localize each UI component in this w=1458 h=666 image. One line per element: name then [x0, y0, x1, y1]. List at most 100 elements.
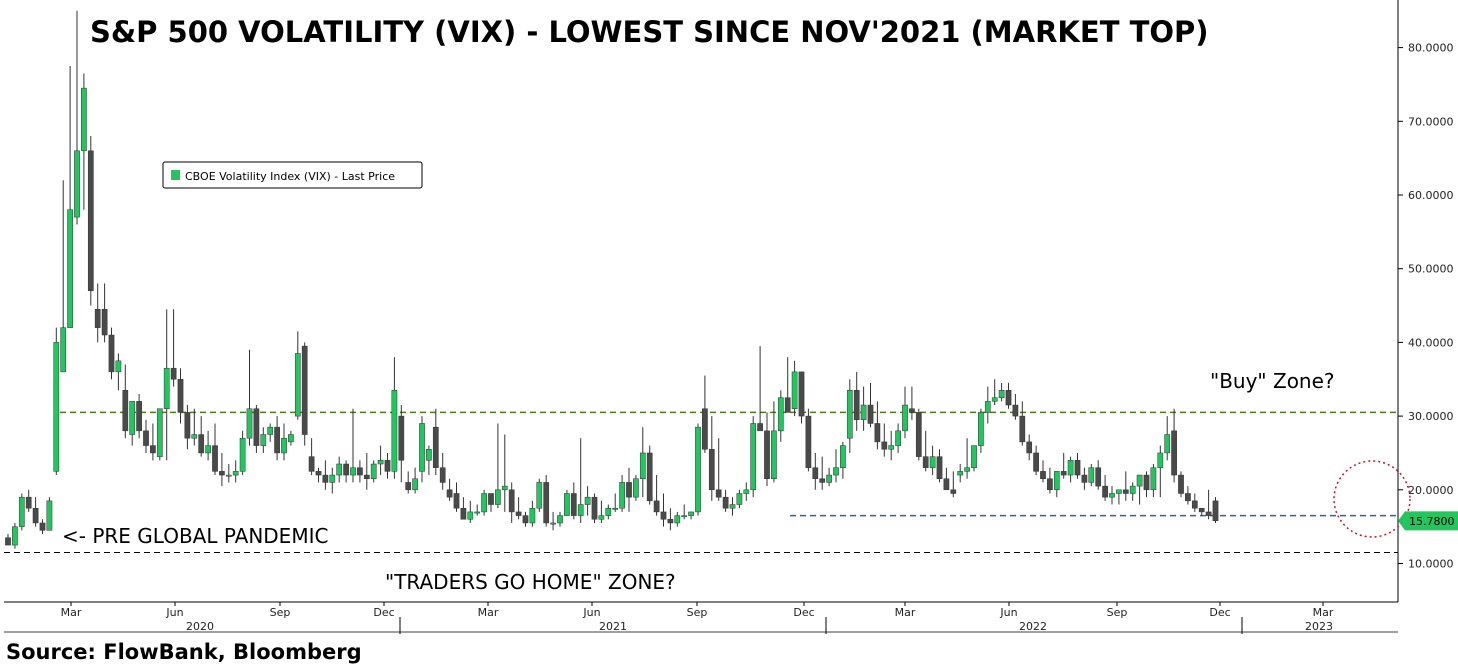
candle-body: [412, 478, 418, 491]
candle: [984, 386, 991, 424]
candle: [1019, 401, 1026, 446]
candle: [25, 489, 32, 512]
candle-body: [122, 390, 129, 432]
candle-body: [819, 478, 826, 483]
candle-body: [570, 493, 577, 516]
candle: [184, 405, 191, 450]
candle: [1067, 456, 1074, 483]
legend: CBOE Volatility Index (VIX) - Last Price: [162, 161, 423, 189]
candle: [639, 427, 646, 498]
candle: [570, 482, 577, 520]
candle-body: [405, 482, 412, 491]
candle: [294, 331, 301, 420]
candle-body: [1212, 500, 1219, 522]
candle: [626, 467, 632, 512]
y-axis: 10.0000 20.0000 30.0000 40.0000 50.0000 60.00…: [1398, 42, 1454, 571]
candle: [777, 390, 784, 442]
candle: [1074, 452, 1081, 479]
candle-body: [715, 489, 722, 498]
candle: [1129, 482, 1136, 501]
candle-body: [950, 489, 957, 494]
candle: [1205, 489, 1212, 520]
candle: [591, 493, 598, 523]
candle-body: [653, 500, 660, 513]
year-label: 2023: [1305, 620, 1333, 633]
candle: [467, 500, 474, 523]
candle: [653, 475, 660, 516]
candle: [695, 423, 701, 516]
candle-body: [1005, 390, 1012, 406]
candle-body: [909, 408, 915, 413]
candle: [32, 497, 39, 527]
candle: [143, 419, 149, 453]
candle-body: [1047, 478, 1053, 491]
candle-body: [294, 353, 301, 417]
candle: [177, 368, 184, 424]
candle: [633, 475, 639, 501]
x-tick-label: Mar: [895, 606, 916, 619]
candle-body: [633, 478, 639, 498]
candle-body: [833, 467, 839, 476]
candle-body: [336, 463, 343, 476]
candle: [998, 382, 1005, 402]
x-tick-label: Jun: [165, 606, 183, 619]
candle: [612, 493, 619, 512]
candle-body: [840, 445, 846, 468]
candle: [239, 430, 246, 476]
candle-body: [67, 209, 73, 328]
candle-body: [432, 426, 439, 468]
candle-body: [922, 456, 929, 468]
candle: [543, 475, 550, 527]
candle: [115, 353, 122, 391]
candle: [1185, 486, 1191, 505]
candle-body: [453, 493, 460, 509]
candle: [122, 364, 129, 439]
candle-body: [115, 360, 122, 373]
candle-body: [736, 493, 743, 505]
candle: [1047, 467, 1053, 494]
y-tick-label: 60.0000: [1408, 189, 1454, 202]
candle: [936, 449, 943, 483]
candle-body: [536, 482, 543, 509]
candle: [1157, 445, 1164, 498]
candle: [584, 486, 591, 516]
legend-swatch: [171, 170, 180, 180]
candle-body: [784, 397, 791, 413]
recent-low-highlight-circle: [1333, 460, 1411, 538]
candle: [915, 408, 922, 461]
candle-body: [370, 463, 377, 479]
candle: [909, 386, 915, 420]
candle-body: [267, 426, 274, 435]
candle-body: [936, 456, 943, 479]
candle-body: [495, 489, 501, 505]
x-tick-label: Jun: [582, 606, 600, 619]
candle: [87, 136, 94, 306]
candle-body: [439, 467, 446, 483]
pre-pandemic-annotation: <- PRE GLOBAL PANDEMIC: [62, 524, 328, 548]
candle-body: [791, 371, 798, 409]
candle-body: [384, 460, 391, 472]
candle: [853, 371, 860, 431]
candle-body: [750, 423, 757, 491]
candle-body: [674, 515, 681, 524]
candle: [495, 423, 501, 509]
candle-body: [239, 437, 246, 472]
candle-body: [1198, 507, 1205, 513]
candle: [846, 379, 853, 453]
candle: [405, 471, 412, 494]
candle-body: [74, 150, 80, 218]
candle-body: [5, 537, 11, 546]
candle-body: [53, 342, 60, 472]
last-price-label: 15.7800: [1409, 515, 1455, 528]
candle-body: [695, 426, 701, 513]
candle: [501, 434, 508, 512]
candle-body: [150, 445, 156, 454]
candle: [736, 489, 743, 509]
candle-body: [1095, 467, 1102, 487]
candle-body: [1116, 489, 1122, 494]
candle-body: [101, 308, 108, 336]
candle-body: [12, 526, 18, 546]
x-tick-label: Mar: [478, 606, 499, 619]
candle-body: [357, 467, 363, 476]
candle: [515, 497, 522, 520]
